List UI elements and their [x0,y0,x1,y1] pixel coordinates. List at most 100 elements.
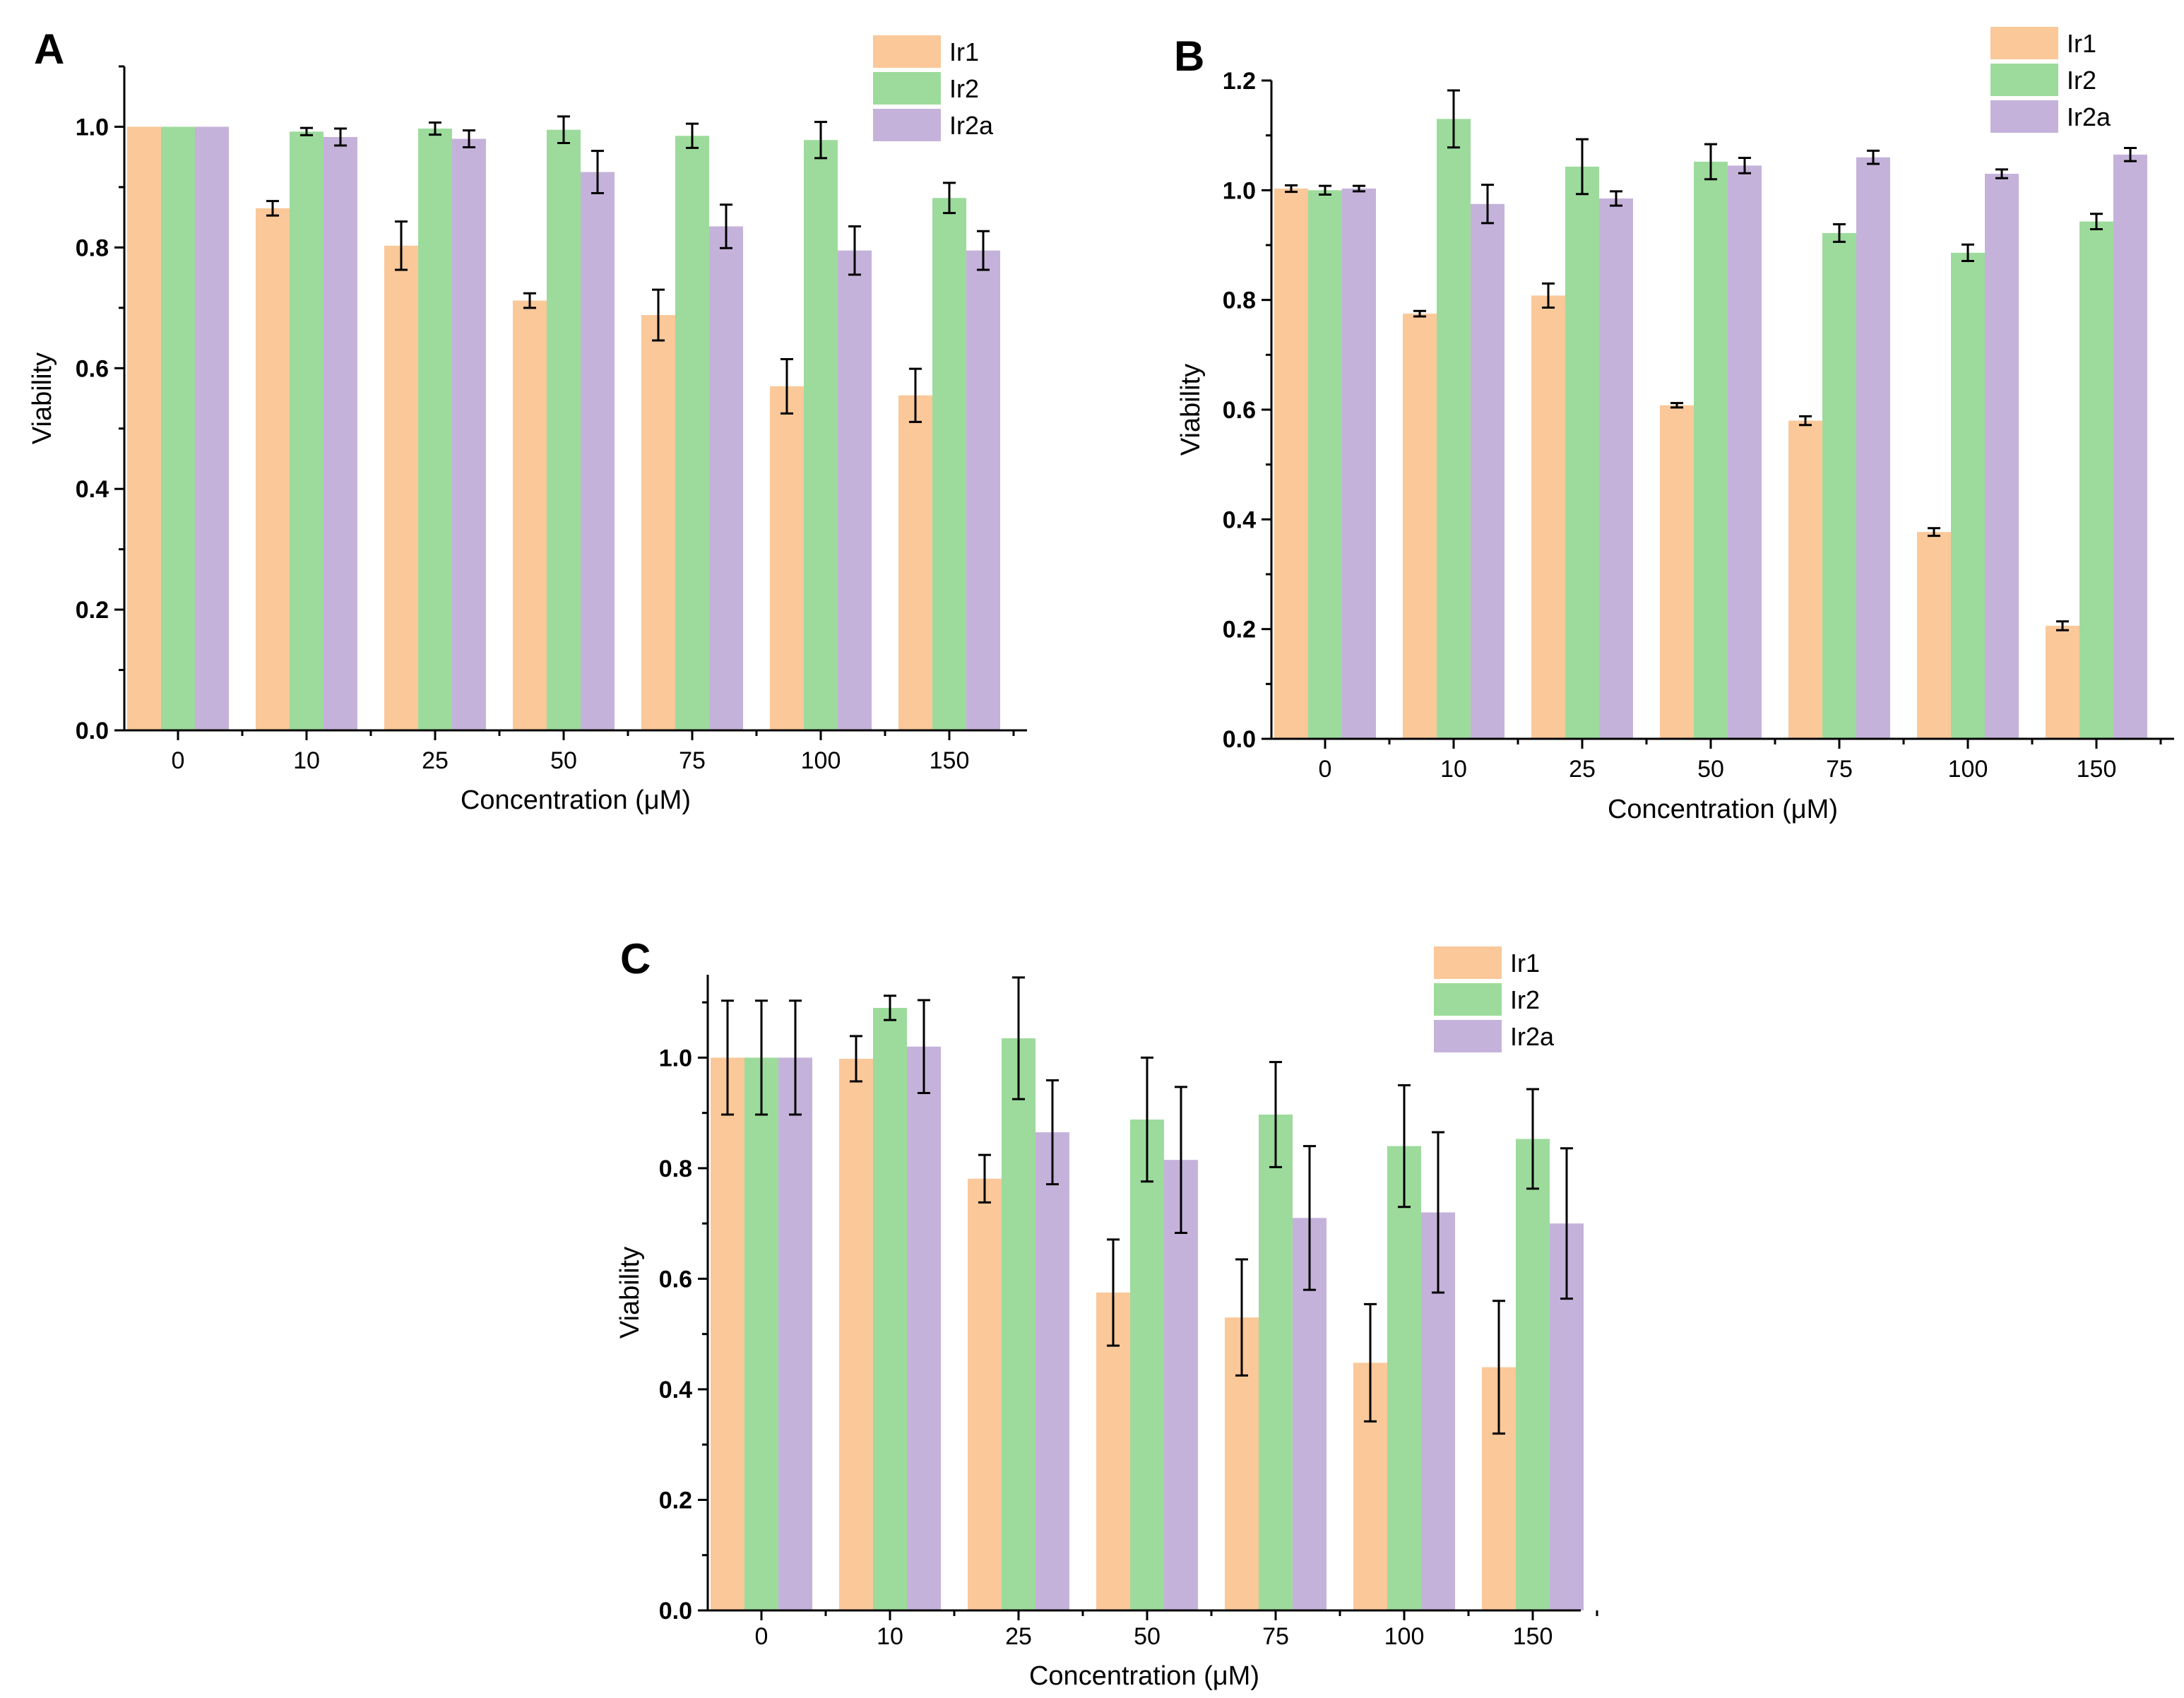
bar-ir2a-25 [1035,1132,1069,1610]
x-tick-label: 75 [1826,756,1853,783]
legend-label-ir2a: Ir2a [949,111,994,140]
bar-ir1-25 [1531,295,1565,739]
y-tick-label: 1.0 [76,114,109,141]
legend-swatch-ir2 [873,72,941,105]
bar-ir2-150 [2079,221,2113,739]
legend: Ir1 Ir2 Ir2a [1434,946,1555,1052]
bar-ir1-75 [1788,420,1822,739]
x-tick-label: 25 [1005,1623,1032,1650]
x-tick-label: 10 [1440,756,1467,783]
bar-ir2a-100 [1985,174,2019,740]
bar-ir2a-50 [581,172,615,730]
x-axis-title: Concentration (μM) [1029,1661,1259,1691]
bar-ir2a-10 [324,136,357,730]
bar-ir2-50 [1694,161,1728,740]
legend-swatch-ir2a [873,109,941,141]
y-tick-label: 0.8 [76,234,109,261]
legend-label-ir2a: Ir2a [2067,102,2111,131]
legend-label-ir2a: Ir2a [1510,1022,1555,1051]
bar-ir2-0 [161,126,195,731]
bar-ir2a-75 [709,226,743,730]
x-tick-label: 0 [172,747,185,774]
bar-ir1-0 [127,126,161,731]
bar-ir2a-25 [1599,198,1633,739]
bar-ir1-150 [2046,626,2079,739]
legend-label-ir1: Ir1 [2067,29,2096,58]
bar-ir2-25 [418,129,452,730]
bar-ir1-100 [1917,532,1951,739]
bar-ir1-10 [839,1058,873,1610]
y-axis-title: Viability [1176,364,1206,456]
bar-ir2-100 [804,140,838,731]
bar-ir1-25 [384,245,418,730]
bar-ir2-50 [1130,1120,1164,1610]
x-tick-label: 150 [1513,1623,1553,1650]
y-tick-label: 0.2 [76,597,109,624]
y-axis-title: Viability [615,1247,645,1338]
y-tick-label: 0.4 [76,476,109,503]
legend: Ir1 Ir2 Ir2a [1990,27,2111,133]
bar-ir2-10 [1437,119,1471,739]
bar-ir1-50 [1660,405,1694,739]
x-tick-label: 100 [1948,756,1988,783]
bar-ir2-75 [1822,232,1856,739]
x-tick-label: 0 [1319,756,1332,783]
panel-label: C [620,935,651,982]
bar-ir2-150 [932,198,966,731]
bar-ir1-10 [1403,314,1437,739]
x-tick-label: 75 [679,747,706,774]
bar-ir2a-75 [1856,157,1890,739]
y-axis-title: Viability [28,352,57,444]
legend-label-ir2: Ir2 [949,74,979,103]
bar-ir1-0 [1274,189,1308,740]
bar-ir2-100 [1387,1146,1421,1610]
bar-ir2-25 [1002,1038,1035,1610]
bar-ir2-10 [873,1007,907,1610]
y-tick-label: 0.6 [1223,397,1256,424]
bar-ir1-150 [898,395,932,730]
bar-ir2-0 [1308,190,1342,739]
bar-ir2-50 [547,129,581,730]
y-tick-label: 0.0 [1223,726,1256,753]
bar-ir2-10 [290,131,324,731]
legend-label-ir1: Ir1 [1510,949,1540,978]
x-tick-label: 100 [801,747,841,774]
legend-label-ir1: Ir1 [949,37,979,66]
y-tick-label: 0.4 [659,1377,692,1403]
bar-ir2a-50 [1164,1160,1198,1610]
y-tick-label: 0.0 [76,718,109,744]
y-tick-label: 0.6 [659,1266,692,1293]
bar-ir2-25 [1565,166,1599,740]
panel-label: A [34,25,64,73]
chart-panel-c: 0 10 25 50 75 100 150 0.0 0.2 0.4 0.6 0.8 1.0 Concent… [615,935,1598,1691]
y-tick-label: 0.2 [659,1487,692,1514]
x-tick-label: 75 [1262,1623,1289,1650]
x-axis-title: Concentration (μM) [1608,795,1838,824]
x-tick-label: 25 [1569,756,1596,783]
chart-panel-a: 0 10 25 50 75 100 150 0.0 0.2 0.4 0.6 0.8 1.0 Concent… [28,25,1027,815]
x-tick-label: 100 [1384,1623,1425,1650]
y-tick-label: 0.2 [1223,617,1256,643]
y-tick-label: 0.0 [659,1598,692,1625]
bar-ir2a-0 [195,126,229,731]
bar-ir2a-100 [838,250,872,730]
legend-label-ir2: Ir2 [2067,66,2096,95]
bar-ir2-150 [1516,1139,1550,1610]
x-tick-label: 50 [1697,756,1724,783]
legend-swatch-ir1 [1434,946,1502,979]
y-tick-label: 0.4 [1223,506,1256,533]
x-axis-title: Concentration (μM) [461,785,691,815]
bar-ir2-0 [744,1057,778,1610]
legend-swatch-ir2 [1434,983,1502,1016]
legend-label-ir2: Ir2 [1510,985,1540,1014]
bar-ir1-100 [770,386,804,730]
bar-ir2a-10 [907,1046,941,1610]
bar-ir2a-25 [452,138,486,730]
bar-ir1-10 [256,208,290,730]
x-tick-label: 50 [550,747,577,774]
bar-ir2-75 [675,136,709,731]
legend: Ir1 Ir2 Ir2a [873,35,994,141]
bar-ir2a-0 [1342,189,1376,740]
bar-ir1-0 [711,1057,744,1610]
